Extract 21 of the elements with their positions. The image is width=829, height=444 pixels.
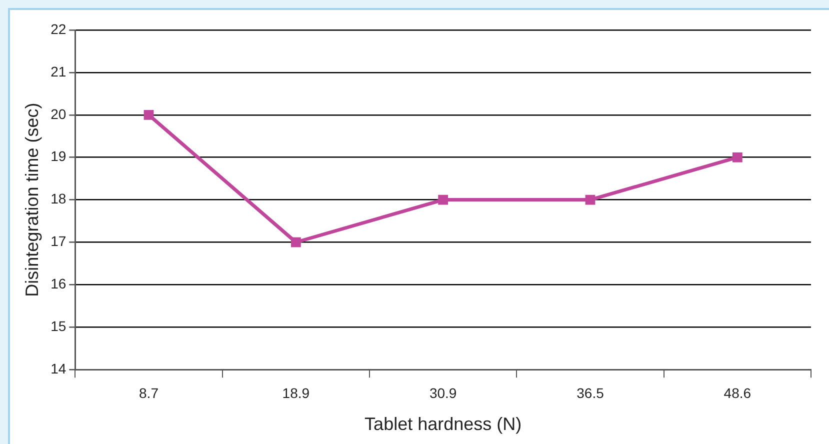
point bbox=[438, 194, 448, 205]
y-tick-label: 19 bbox=[50, 148, 66, 164]
point bbox=[290, 237, 301, 248]
point bbox=[144, 110, 154, 120]
y-tick-label: 18 bbox=[50, 190, 66, 207]
point bbox=[732, 152, 742, 162]
x-tick-label: 8.7 bbox=[139, 384, 159, 401]
y-tick-label: 21 bbox=[50, 63, 66, 80]
y-tick-label: 16 bbox=[50, 276, 66, 292]
y-tick-label: 14 bbox=[50, 360, 66, 376]
y-tick-label: 20 bbox=[50, 106, 66, 122]
y-tick-label: 17 bbox=[50, 233, 66, 250]
x-tick-label: 36.5 bbox=[576, 384, 604, 401]
y-tick-label: 15 bbox=[50, 318, 66, 334]
y-tick-label: 22 bbox=[50, 20, 66, 37]
y-axis-title: Disintegration time (sec) bbox=[22, 102, 42, 297]
x-axis-title: Tablet hardness (N) bbox=[364, 414, 522, 434]
point bbox=[585, 194, 596, 205]
x-tick-label: 30.9 bbox=[429, 384, 457, 401]
x-tick-label: 18.9 bbox=[282, 384, 310, 401]
x-tick-label: 48.6 bbox=[724, 384, 752, 401]
